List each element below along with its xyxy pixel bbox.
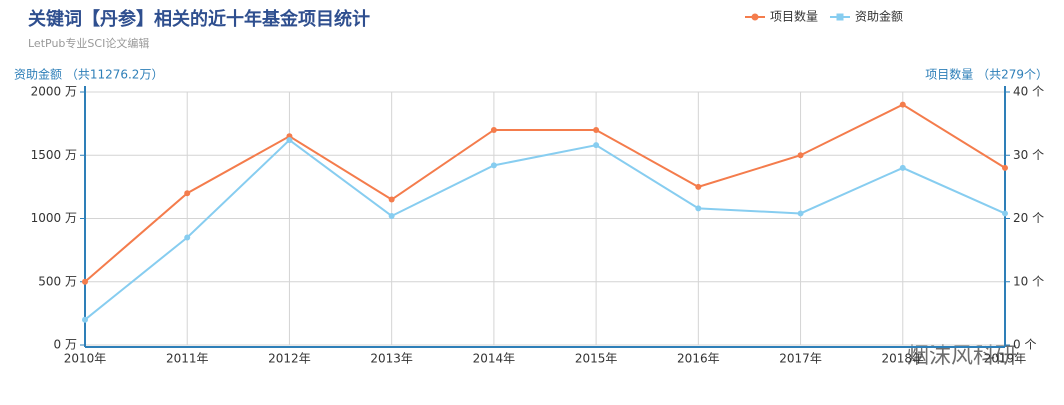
- y2-tick-label: 10 个: [1013, 274, 1044, 288]
- point: [593, 142, 600, 149]
- series-line: [84, 103, 1006, 283]
- y-tick-label: 1000 万: [31, 211, 77, 225]
- chart-title: 关键词【丹参】相关的近十年基金项目统计: [28, 8, 370, 30]
- y-tick-label: 1500 万: [31, 148, 77, 162]
- point: [695, 205, 702, 212]
- point: [490, 126, 497, 133]
- y-tick-label: 0 万: [54, 338, 77, 352]
- point: [695, 183, 702, 190]
- y-tick-label: 500 万: [38, 274, 77, 288]
- y2-tick-label: 30 个: [1013, 148, 1044, 162]
- point: [184, 190, 191, 197]
- point: [286, 137, 293, 144]
- y-axis-label: 资助金额 （共11276.2万）: [14, 67, 163, 82]
- x-tick-label: 2010年: [64, 352, 107, 366]
- point: [82, 278, 88, 285]
- point: [797, 210, 804, 217]
- x-tick-label: 2015年: [575, 352, 618, 366]
- y2-tick-label: 40 个: [1013, 85, 1044, 99]
- chart-subtitle: LetPub专业SCI论文编辑: [28, 36, 149, 50]
- point: [490, 162, 497, 169]
- point: [797, 152, 804, 159]
- watermark: 烟沫风科研: [907, 344, 1017, 369]
- x-tick-label: 2019年: [984, 352, 1027, 366]
- x-tick-label: 2016年: [677, 352, 720, 366]
- legend-label[interactable]: 项目数量: [770, 9, 818, 24]
- point: [388, 212, 395, 219]
- x-tick-label: 2012年: [268, 352, 311, 366]
- point: [388, 196, 395, 203]
- point: [899, 164, 906, 171]
- x-tick-label: 2013年: [370, 352, 413, 366]
- point: [1002, 210, 1008, 217]
- legend-marker[interactable]: [751, 13, 759, 21]
- y2-axis-label: 项目数量 （共279个）: [925, 67, 1048, 82]
- point: [1002, 164, 1008, 171]
- x-tick-label: 2018年: [882, 352, 925, 366]
- x-tick-label: 2011年: [166, 352, 209, 366]
- y-tick-label: 2000 万: [31, 85, 77, 99]
- y2-tick-label: 20 个: [1013, 211, 1044, 225]
- legend-marker[interactable]: [836, 13, 844, 21]
- point: [593, 126, 600, 133]
- x-tick-label: 2017年: [779, 352, 822, 366]
- point: [184, 234, 191, 241]
- legend-label[interactable]: 资助金额: [855, 9, 903, 24]
- point: [899, 101, 906, 108]
- x-tick-label: 2014年: [473, 352, 516, 366]
- y2-tick-label: 0 个: [1013, 338, 1036, 352]
- point: [82, 316, 88, 323]
- series-line: [84, 138, 1006, 321]
